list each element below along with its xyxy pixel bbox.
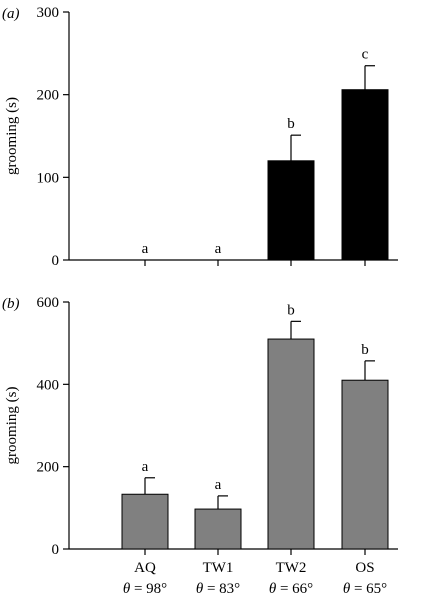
category-label: TW1 [203,560,234,576]
significance-label: b [361,342,369,358]
bar [341,379,389,550]
significance-label: b [287,116,295,132]
contact-angle-label: θ = 66° [269,581,313,597]
y-tick-label: 600 [37,295,60,311]
y-tick-label: 0 [52,542,60,558]
contact-angle-label: θ = 98° [123,581,167,597]
theta-symbol: θ [123,581,131,597]
contact-angle-label: θ = 65° [343,581,387,597]
theta-symbol: θ [269,581,277,597]
bar [194,508,242,550]
bar [267,338,315,550]
panel-label: (a) [2,6,20,22]
significance-label: a [142,241,149,257]
y-tick-label: 400 [37,377,60,393]
theta-value: 83° [219,581,240,597]
y-axis-title: grooming (s) [4,387,20,465]
theta-symbol: θ [343,581,351,597]
bar [341,89,389,261]
theta-value: 98° [146,581,167,597]
y-axis-title: grooming (s) [4,97,20,175]
contact-angle-label: θ = 83° [196,581,240,597]
theta-equals: = [276,581,292,597]
y-tick-label: 0 [52,253,60,269]
theta-equals: = [350,581,366,597]
theta-equals: = [203,581,219,597]
bar [267,160,315,261]
theta-value: 65° [366,581,387,597]
significance-label: a [215,477,222,493]
panel-a-chart: (a) grooming (s) 0 100 200 300 a a b c [2,5,398,269]
y-tick-label: 200 [37,88,60,104]
significance-label: a [142,459,149,475]
category-label: OS [355,560,374,576]
significance-label: b [287,302,295,318]
significance-label: c [362,47,369,63]
panel-label: (b) [2,296,20,312]
theta-equals: = [130,581,146,597]
y-tick-label: 100 [37,170,60,186]
significance-label: a [215,241,222,257]
y-tick-label: 300 [37,5,60,21]
y-tick-label: 200 [37,460,60,476]
theta-symbol: θ [196,581,204,597]
category-label: TW2 [276,560,307,576]
bar [121,493,169,550]
theta-value: 66° [292,581,313,597]
category-label: AQ [134,560,156,576]
